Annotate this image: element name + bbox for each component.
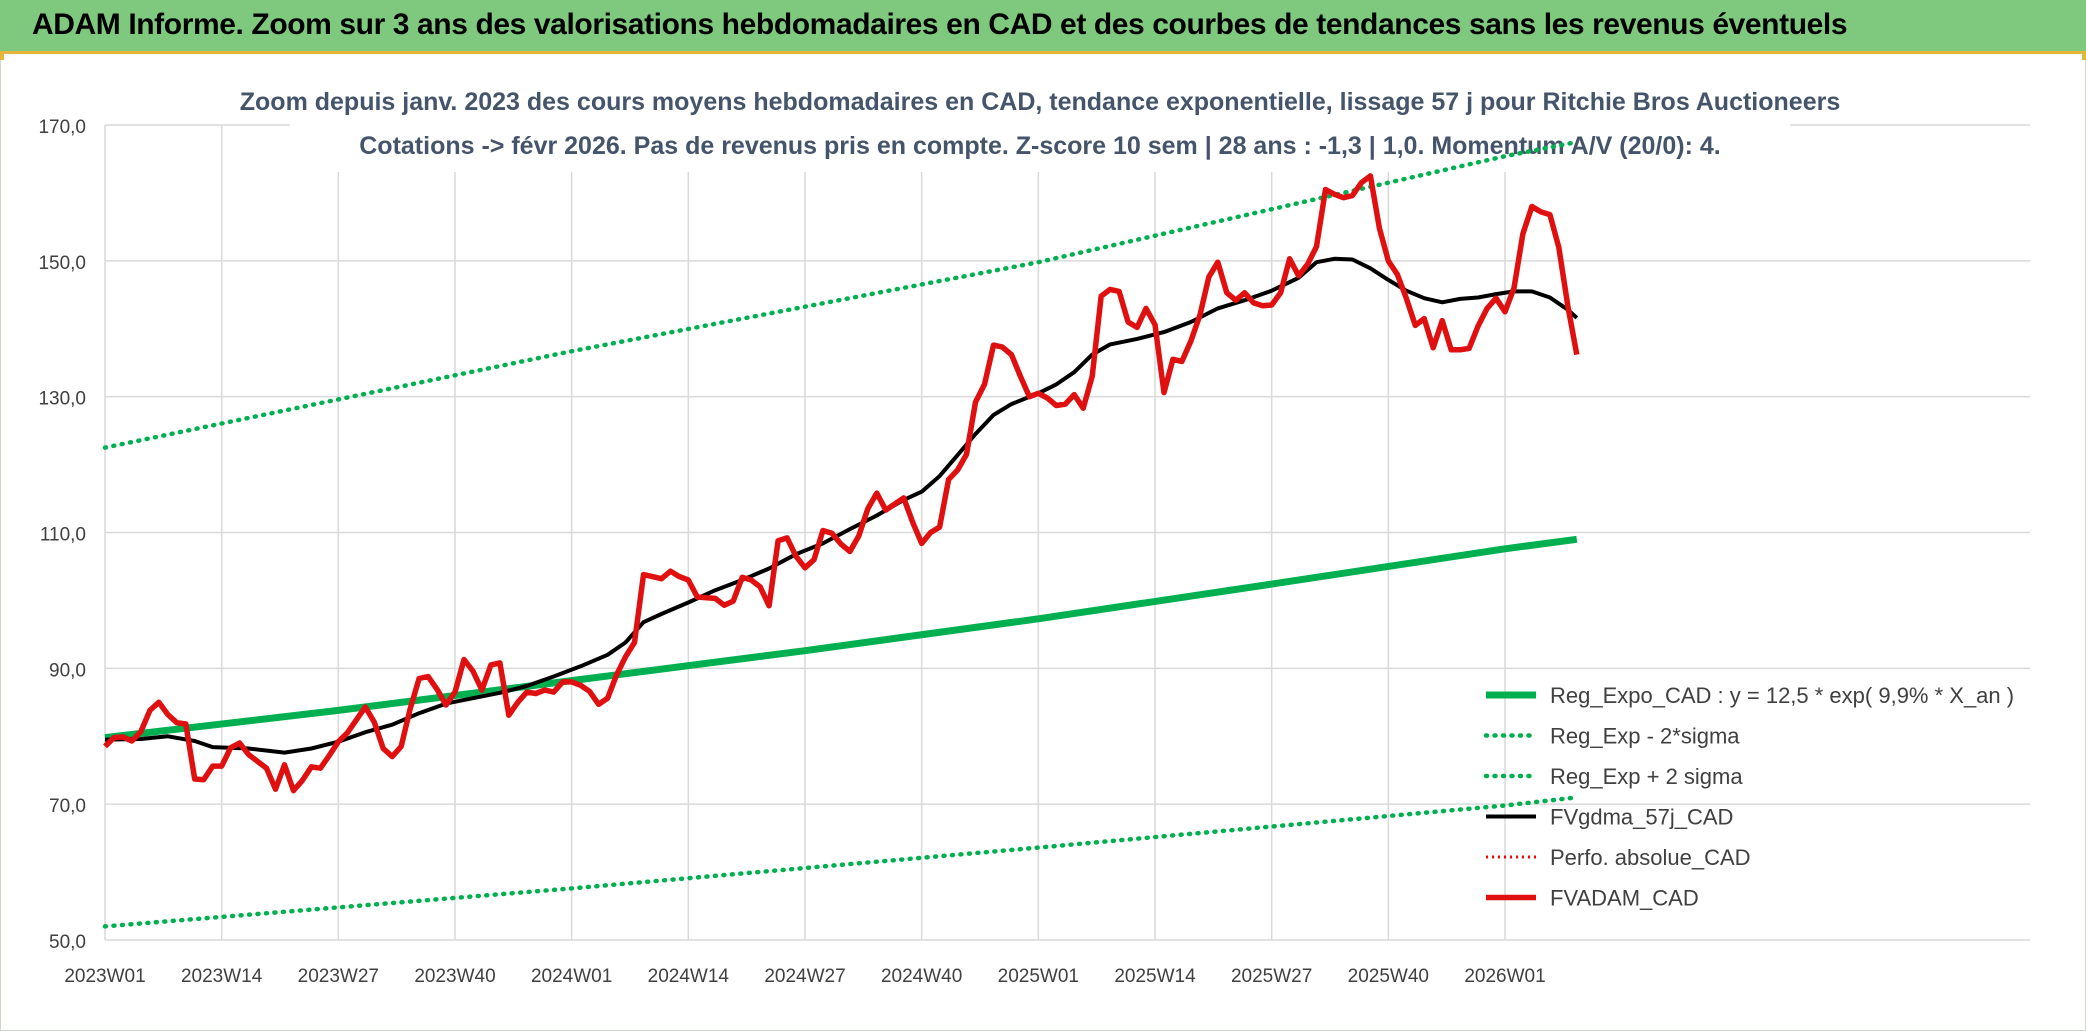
x-tick-label: 2024W27 bbox=[764, 966, 845, 987]
x-tick-label: 2025W01 bbox=[998, 966, 1079, 987]
x-tick-label: 2025W27 bbox=[1231, 966, 1312, 987]
chart-title: Zoom depuis janv. 2023 des cours moyens … bbox=[240, 80, 1840, 172]
y-tick-label: 50,0 bbox=[49, 932, 86, 953]
legend-label: Perfo. absolue_CAD bbox=[1550, 845, 1751, 870]
x-tick-label: 2023W27 bbox=[298, 966, 379, 987]
report-banner: ADAM Informe. Zoom sur 3 ans des valoris… bbox=[0, 0, 2086, 54]
chart-title-line-2: Cotations -> févr 2026. Pas de revenus p… bbox=[359, 132, 1720, 160]
legend-label: Reg_Exp + 2 sigma bbox=[1550, 764, 1743, 789]
y-tick-label: 90,0 bbox=[49, 660, 86, 681]
x-tick-label: 2025W40 bbox=[1348, 966, 1429, 987]
series-line-5 bbox=[103, 173, 1580, 794]
x-tick-label: 2023W14 bbox=[181, 966, 263, 987]
y-tick-label: 110,0 bbox=[40, 525, 86, 546]
legend-label: FVgdma_57j_CAD bbox=[1550, 805, 1733, 830]
x-tick-label: 2023W40 bbox=[414, 966, 495, 987]
series-line-0 bbox=[104, 535, 1578, 742]
legend: Reg_Expo_CAD : y = 12,5 * exp( 9,9% * X_… bbox=[1483, 683, 2014, 911]
y-tick-label: 170,0 bbox=[38, 117, 86, 138]
legend-label: Reg_Exp - 2*sigma bbox=[1550, 724, 1740, 749]
banner-title: ADAM Informe. Zoom sur 3 ans des valoris… bbox=[32, 8, 1848, 41]
x-tick-label: 2023W01 bbox=[64, 966, 145, 987]
x-tick-label: 2024W40 bbox=[881, 966, 962, 987]
legend-label: FVADAM_CAD bbox=[1550, 886, 1699, 911]
title-backdrop bbox=[290, 80, 1790, 172]
banner-corner-right bbox=[2082, 52, 2086, 60]
series-line-3 bbox=[104, 256, 1579, 755]
x-tick-label: 2025W14 bbox=[1114, 966, 1196, 987]
y-tick-label: 150,0 bbox=[38, 253, 86, 274]
x-tick-label: 2026W01 bbox=[1464, 966, 1545, 987]
series-line-2 bbox=[102, 139, 1580, 450]
y-tick-label: 130,0 bbox=[38, 389, 86, 410]
x-tick-label: 2024W01 bbox=[531, 966, 612, 987]
series-lines bbox=[102, 139, 1580, 929]
legend-label: Reg_Expo_CAD : y = 12,5 * exp( 9,9% * X_… bbox=[1550, 683, 2014, 708]
y-tick-label: 70,0 bbox=[49, 796, 86, 817]
gridlines bbox=[104, 124, 2030, 941]
series-line-1 bbox=[102, 795, 1580, 929]
banner-corner-left bbox=[0, 52, 4, 60]
chart-title-line-1: Zoom depuis janv. 2023 des cours moyens … bbox=[240, 88, 1840, 116]
x-tick-label: 2024W14 bbox=[648, 966, 730, 987]
axis-labels: 50,0 70,0 90,0 110,0 130,0 150,0 170,0 2023W01 2… bbox=[38, 117, 1545, 987]
